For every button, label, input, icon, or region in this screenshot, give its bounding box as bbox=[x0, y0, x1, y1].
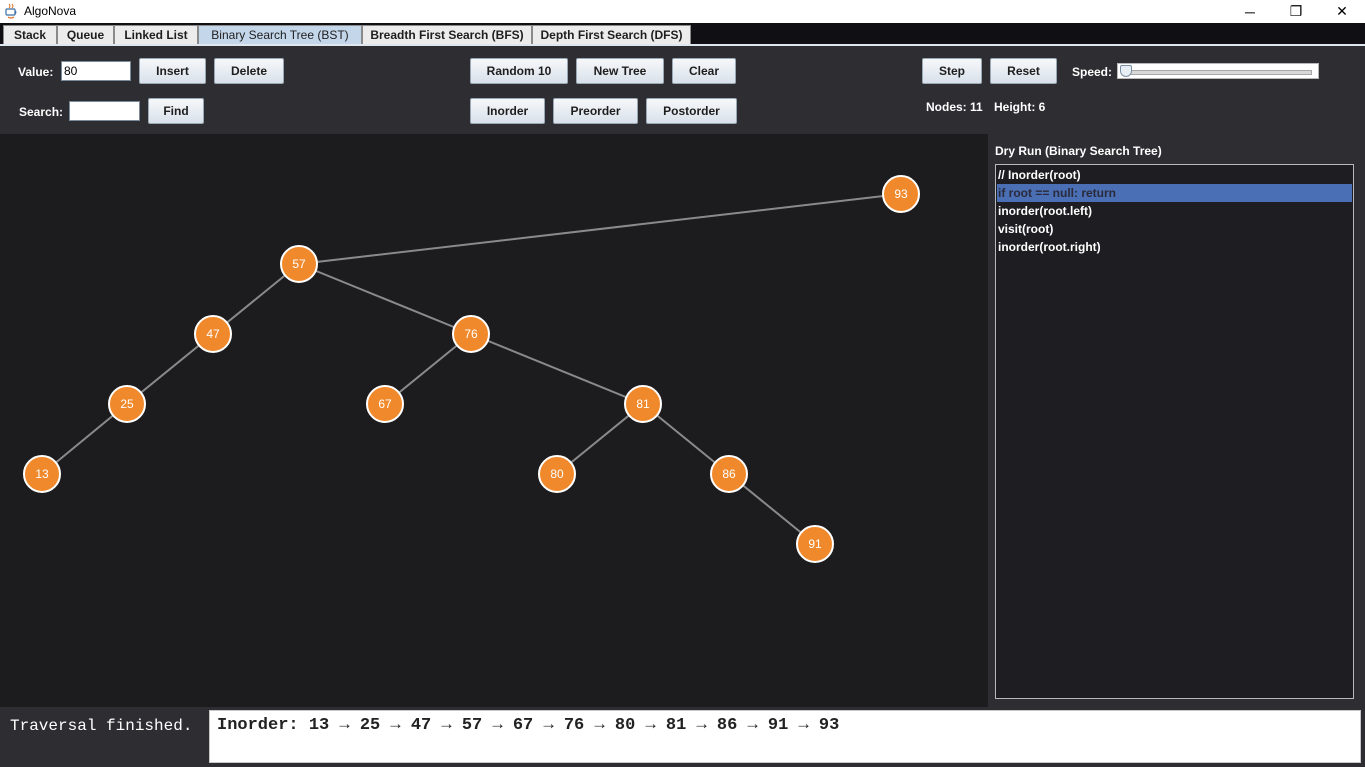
traversal-output-box[interactable]: Inorder: 13 → 25 → 47 → 57 → 67 → 76 → 8… bbox=[209, 710, 1361, 763]
tree-node-circle bbox=[452, 315, 490, 353]
tree-node-value: 76 bbox=[464, 327, 478, 341]
tree-edge bbox=[298, 193, 902, 265]
reset-button[interactable]: Reset bbox=[990, 58, 1057, 84]
speed-label: Speed: bbox=[1072, 65, 1113, 79]
code-line[interactable]: if root == null: return bbox=[997, 184, 1352, 202]
tree-node-value: 57 bbox=[292, 257, 306, 271]
clear-button[interactable]: Clear bbox=[672, 58, 736, 84]
traversal-output: Inorder: 13 → 25 → 47 → 57 → 67 → 76 → 8… bbox=[217, 716, 840, 735]
insert-button[interactable]: Insert bbox=[139, 58, 206, 84]
minimize-button[interactable]: ─ bbox=[1245, 3, 1255, 20]
controls-panel: Value: 80 Insert Delete Search: Find Ran… bbox=[0, 46, 1365, 134]
slider-track bbox=[1130, 70, 1312, 75]
tree-node-value: 93 bbox=[894, 187, 908, 201]
tree-node-circle bbox=[710, 455, 748, 493]
speed-slider[interactable] bbox=[1117, 63, 1319, 79]
tree-edge bbox=[470, 333, 644, 405]
tab-bfs[interactable]: Breadth First Search (BFS) bbox=[362, 25, 532, 44]
tree-node-value: 25 bbox=[120, 397, 134, 411]
new-tree-button[interactable]: New Tree bbox=[576, 58, 664, 84]
tab-strip: Stack Queue Linked List Binary Search Tr… bbox=[0, 23, 1365, 45]
find-button[interactable]: Find bbox=[148, 98, 204, 124]
tab-linked-list[interactable]: Linked List bbox=[114, 25, 198, 44]
slider-thumb[interactable] bbox=[1120, 65, 1132, 77]
delete-button[interactable]: Delete bbox=[214, 58, 284, 84]
code-line[interactable]: visit(root) bbox=[998, 222, 1054, 236]
tree-node-circle bbox=[108, 385, 146, 423]
tree-node[interactable]: 86 bbox=[710, 455, 748, 493]
tree-node[interactable]: 57 bbox=[280, 245, 318, 283]
tree-node-value: 86 bbox=[722, 467, 736, 481]
step-button[interactable]: Step bbox=[922, 58, 982, 84]
tree-node-circle bbox=[23, 455, 61, 493]
tree-height: Height: 6 bbox=[994, 100, 1046, 114]
search-input[interactable] bbox=[69, 101, 140, 121]
tree-node[interactable]: 13 bbox=[23, 455, 61, 493]
tree-node-value: 47 bbox=[206, 327, 220, 341]
tree-node-value: 91 bbox=[808, 537, 822, 551]
tree-nodes: 93 57 47 76 25 67 81 13 80 86 91 bbox=[23, 175, 920, 563]
search-label: Search: bbox=[19, 105, 64, 119]
tree-node[interactable]: 80 bbox=[538, 455, 576, 493]
tab-bst[interactable]: Binary Search Tree (BST) bbox=[198, 25, 362, 44]
tree-edges bbox=[41, 193, 902, 545]
dry-run-panel: Dry Run (Binary Search Tree) // Inorder(… bbox=[988, 134, 1365, 707]
postorder-button[interactable]: Postorder bbox=[646, 98, 737, 124]
value-input[interactable]: 80 bbox=[61, 61, 131, 81]
tab-divider bbox=[0, 44, 1365, 46]
status-bar: Traversal finished. Inorder: 13 → 25 → 4… bbox=[0, 707, 1365, 767]
tree-node-circle bbox=[280, 245, 318, 283]
tree-node[interactable]: 47 bbox=[194, 315, 232, 353]
tab-dfs[interactable]: Depth First Search (DFS) bbox=[532, 25, 691, 44]
tree-node-circle bbox=[796, 525, 834, 563]
tree-node-circle bbox=[882, 175, 920, 213]
tree-node[interactable]: 76 bbox=[452, 315, 490, 353]
tree-node-value: 81 bbox=[636, 397, 650, 411]
value-label: Value: bbox=[18, 65, 54, 79]
status-message: Traversal finished. bbox=[10, 717, 193, 735]
tab-stack[interactable]: Stack bbox=[3, 25, 57, 44]
code-line[interactable]: // Inorder(root) bbox=[998, 168, 1081, 182]
window-title: AlgoNova bbox=[24, 4, 77, 18]
dry-run-title: Dry Run (Binary Search Tree) bbox=[995, 144, 1162, 158]
java-app-icon bbox=[5, 3, 17, 19]
code-line[interactable]: inorder(root.right) bbox=[998, 240, 1101, 254]
tree-node-value: 13 bbox=[35, 467, 49, 481]
tree-node-circle bbox=[538, 455, 576, 493]
tab-queue[interactable]: Queue bbox=[57, 25, 114, 44]
tree-node-circle bbox=[366, 385, 404, 423]
tree-node-circle bbox=[624, 385, 662, 423]
tree-node[interactable]: 93 bbox=[882, 175, 920, 213]
node-count: Nodes: 11 bbox=[926, 100, 983, 114]
tree-node[interactable]: 25 bbox=[108, 385, 146, 423]
close-button[interactable]: ✕ bbox=[1336, 3, 1348, 19]
tree-node[interactable]: 81 bbox=[624, 385, 662, 423]
tree-node-value: 80 bbox=[550, 467, 564, 481]
tree-canvas[interactable]: 93 57 47 76 25 67 81 13 80 86 91 bbox=[0, 134, 988, 707]
dry-run-code-list[interactable]: // Inorder(root) if root == null: return i… bbox=[995, 164, 1354, 699]
tree-node[interactable]: 67 bbox=[366, 385, 404, 423]
tree-node[interactable]: 91 bbox=[796, 525, 834, 563]
tree-visualization: 93 57 47 76 25 67 81 13 80 86 91 bbox=[23, 175, 920, 563]
code-line[interactable]: inorder(root.left) bbox=[998, 204, 1092, 218]
maximize-button[interactable]: ❐ bbox=[1289, 3, 1303, 19]
inorder-button[interactable]: Inorder bbox=[470, 98, 545, 124]
tree-node-circle bbox=[194, 315, 232, 353]
preorder-button[interactable]: Preorder bbox=[553, 98, 638, 124]
tree-node-value: 67 bbox=[378, 397, 392, 411]
title-bar: AlgoNova ─ ❐ ✕ bbox=[0, 0, 1365, 24]
tree-edge bbox=[298, 263, 472, 335]
random-10-button[interactable]: Random 10 bbox=[470, 58, 568, 84]
